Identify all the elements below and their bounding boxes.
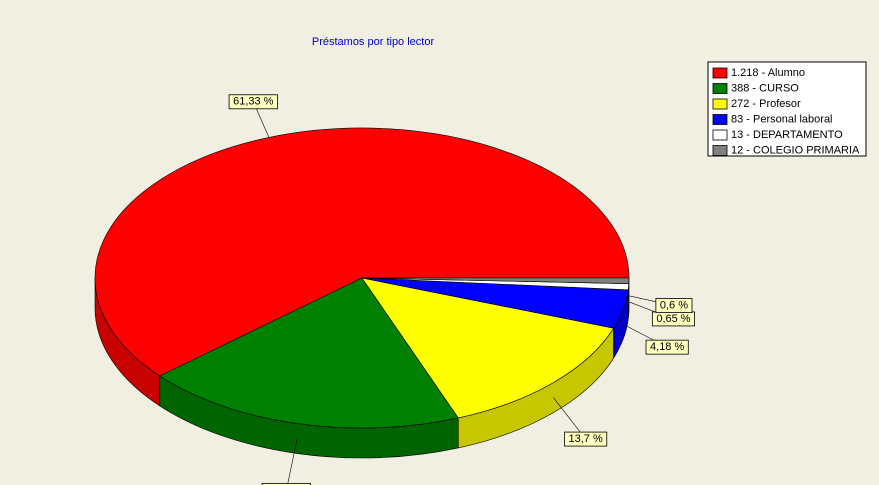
legend-label: 272 - Profesor xyxy=(731,98,801,110)
data-label: 0,65 % xyxy=(656,313,690,325)
legend-label: 1.218 - Alumno xyxy=(731,67,805,79)
legend-label: 12 - COLEGIO PRIMARIA xyxy=(731,144,860,156)
data-label-box xyxy=(564,431,608,447)
legend-swatch xyxy=(712,145,728,156)
pie-slice xyxy=(361,277,615,419)
data-label: 13,7 % xyxy=(569,433,603,445)
pie-slice xyxy=(361,277,630,284)
legend-box xyxy=(707,61,867,157)
data-label-box xyxy=(645,339,689,355)
legend-swatch xyxy=(712,98,728,110)
legend-swatch xyxy=(712,114,728,125)
data-label-box xyxy=(228,94,278,110)
legend-label: 13 - DEPARTAMENTO xyxy=(731,129,843,141)
chart-title: Préstamos por tipo lector xyxy=(312,36,435,48)
data-label: 61,33 % xyxy=(233,96,274,108)
data-label: 0,6 % xyxy=(660,299,688,311)
legend-label: 83 - Personal laboral xyxy=(731,113,833,125)
leader-line xyxy=(287,438,298,485)
pie-slice xyxy=(159,277,459,429)
legend-swatch xyxy=(712,129,728,141)
data-label: 4,18 % xyxy=(650,341,684,353)
legend-label: 388 - CURSO xyxy=(731,82,799,94)
data-label-box xyxy=(655,298,693,313)
data-label-box xyxy=(261,482,311,485)
legend-swatch xyxy=(712,67,728,79)
legend-swatch xyxy=(712,83,728,94)
